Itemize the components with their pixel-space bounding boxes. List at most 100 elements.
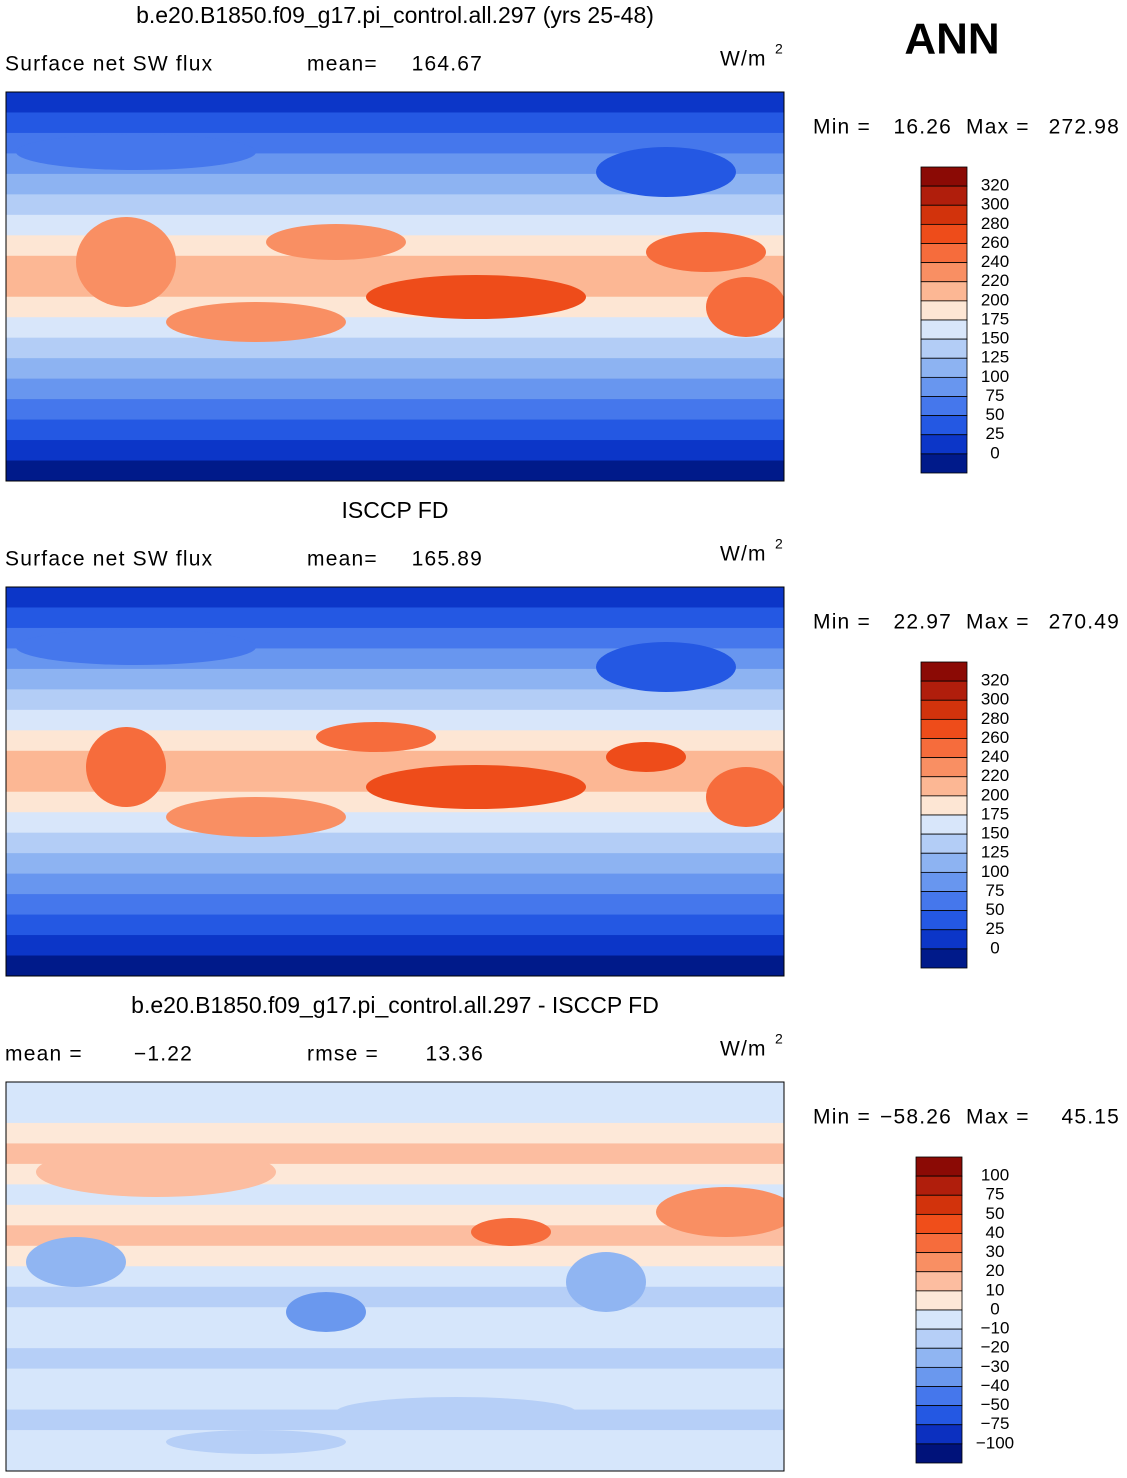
map-patch — [36, 1147, 276, 1197]
stat-label: mean= — [307, 548, 378, 571]
map-patch — [76, 217, 176, 307]
colorbar-swatch — [920, 814, 968, 835]
colorbar-label: 260 — [981, 233, 1009, 252]
min-value: 22.97 — [893, 611, 952, 634]
map-patch — [656, 1187, 784, 1237]
colorbar-swatch — [920, 757, 968, 778]
max-label: Max = — [966, 116, 1030, 139]
colorbar-label: 75 — [986, 1185, 1005, 1204]
map-band — [6, 587, 784, 609]
min-label: Min = — [813, 1106, 871, 1129]
colorbar-swatch — [915, 1156, 963, 1177]
colorbar-label: 50 — [986, 405, 1005, 424]
colorbar-label: −75 — [981, 1414, 1010, 1433]
colorbar-label: 100 — [981, 862, 1009, 881]
map-patch — [706, 277, 784, 337]
colorbar-swatch — [920, 738, 968, 759]
colorbar-swatch — [915, 1366, 963, 1387]
map-field — [6, 587, 784, 976]
min-value: −58.26 — [880, 1106, 952, 1129]
colorbar-label: 200 — [981, 785, 1009, 804]
map-band — [6, 440, 784, 462]
colorbar-swatch — [920, 223, 968, 244]
map-band — [6, 894, 784, 916]
map-band — [6, 194, 784, 216]
colorbar-swatch — [920, 891, 968, 912]
colorbar-label: 10 — [986, 1280, 1005, 1299]
map-band — [6, 668, 784, 691]
map-patch — [86, 727, 166, 807]
colorbar-label: 25 — [986, 424, 1005, 443]
colorbar-swatch — [920, 910, 968, 931]
stat-label: mean= — [307, 53, 378, 76]
map — [5, 91, 785, 482]
map-band — [6, 1286, 784, 1309]
map — [5, 1081, 785, 1472]
map-band — [6, 607, 784, 629]
colorbar-swatch — [920, 204, 968, 225]
map-band — [6, 914, 784, 937]
stat-value: 164.67 — [412, 53, 483, 76]
map-band — [6, 92, 784, 114]
colorbar-label: 0 — [990, 443, 999, 462]
stat-label: rmse = — [307, 1043, 379, 1066]
colorbar-swatch — [915, 1271, 963, 1292]
colorbar-swatch — [915, 1290, 963, 1311]
stat-value: −1.22 — [134, 1043, 193, 1066]
colorbar-label: 280 — [981, 214, 1009, 233]
colorbar-swatch — [920, 262, 968, 283]
colorbar-swatch — [915, 1328, 963, 1349]
colorbar-label: 200 — [981, 290, 1009, 309]
colorbar-label: 100 — [981, 1166, 1009, 1185]
colorbar-label: 240 — [981, 252, 1009, 271]
map-band — [6, 1430, 784, 1452]
map-band — [6, 689, 784, 711]
colorbar-swatch — [915, 1194, 963, 1215]
map-band — [6, 935, 784, 957]
colorbar-label: 0 — [990, 938, 999, 957]
map-frame — [5, 1081, 785, 1472]
colorbar-label: −50 — [981, 1395, 1010, 1414]
max-value: 272.98 — [1049, 116, 1120, 139]
map-band — [6, 358, 784, 380]
colorbar-label: 260 — [981, 728, 1009, 747]
map-band — [6, 317, 784, 339]
colorbar-swatch — [915, 1309, 963, 1330]
min-label: Min = — [813, 116, 871, 139]
map-patch — [471, 1218, 551, 1246]
map-band — [6, 1368, 784, 1391]
min-label: Min = — [813, 611, 871, 634]
map-band — [6, 1102, 784, 1124]
map-band — [6, 337, 784, 360]
colorbar-swatch — [920, 243, 968, 264]
colorbar-label: 300 — [981, 195, 1009, 214]
colorbar-swatch — [920, 852, 968, 873]
colorbar-label: 320 — [981, 671, 1009, 690]
map-band — [6, 112, 784, 134]
stat-label: mean = — [5, 1043, 83, 1066]
colorbar-label: 175 — [981, 804, 1009, 823]
colorbar-label: 100 — [981, 367, 1009, 386]
map-patch — [16, 134, 256, 170]
colorbar-swatch — [920, 319, 968, 340]
units-exponent: 2 — [775, 536, 783, 552]
colorbar-swatch — [920, 166, 968, 187]
units: W/m — [720, 1038, 767, 1061]
colorbar-label: 75 — [986, 881, 1005, 900]
colorbar-swatch — [920, 376, 968, 397]
colorbar-swatch — [920, 776, 968, 797]
colorbar-swatch — [915, 1347, 963, 1368]
max-value: 270.49 — [1049, 611, 1120, 634]
colorbar-swatch — [915, 1233, 963, 1254]
map-patch — [16, 629, 256, 665]
map-band — [6, 214, 784, 237]
map-band — [6, 1348, 784, 1370]
colorbar-label: 0 — [990, 1299, 999, 1318]
colorbar-label: 220 — [981, 271, 1009, 290]
colorbar-swatch — [920, 300, 968, 321]
map-band — [6, 1204, 784, 1227]
panel-title: b.e20.B1850.f09_g17.pi_control.all.297 (… — [136, 2, 654, 28]
colorbar-label: 300 — [981, 690, 1009, 709]
colorbar-label: 20 — [986, 1261, 1005, 1280]
map-band — [6, 709, 784, 732]
